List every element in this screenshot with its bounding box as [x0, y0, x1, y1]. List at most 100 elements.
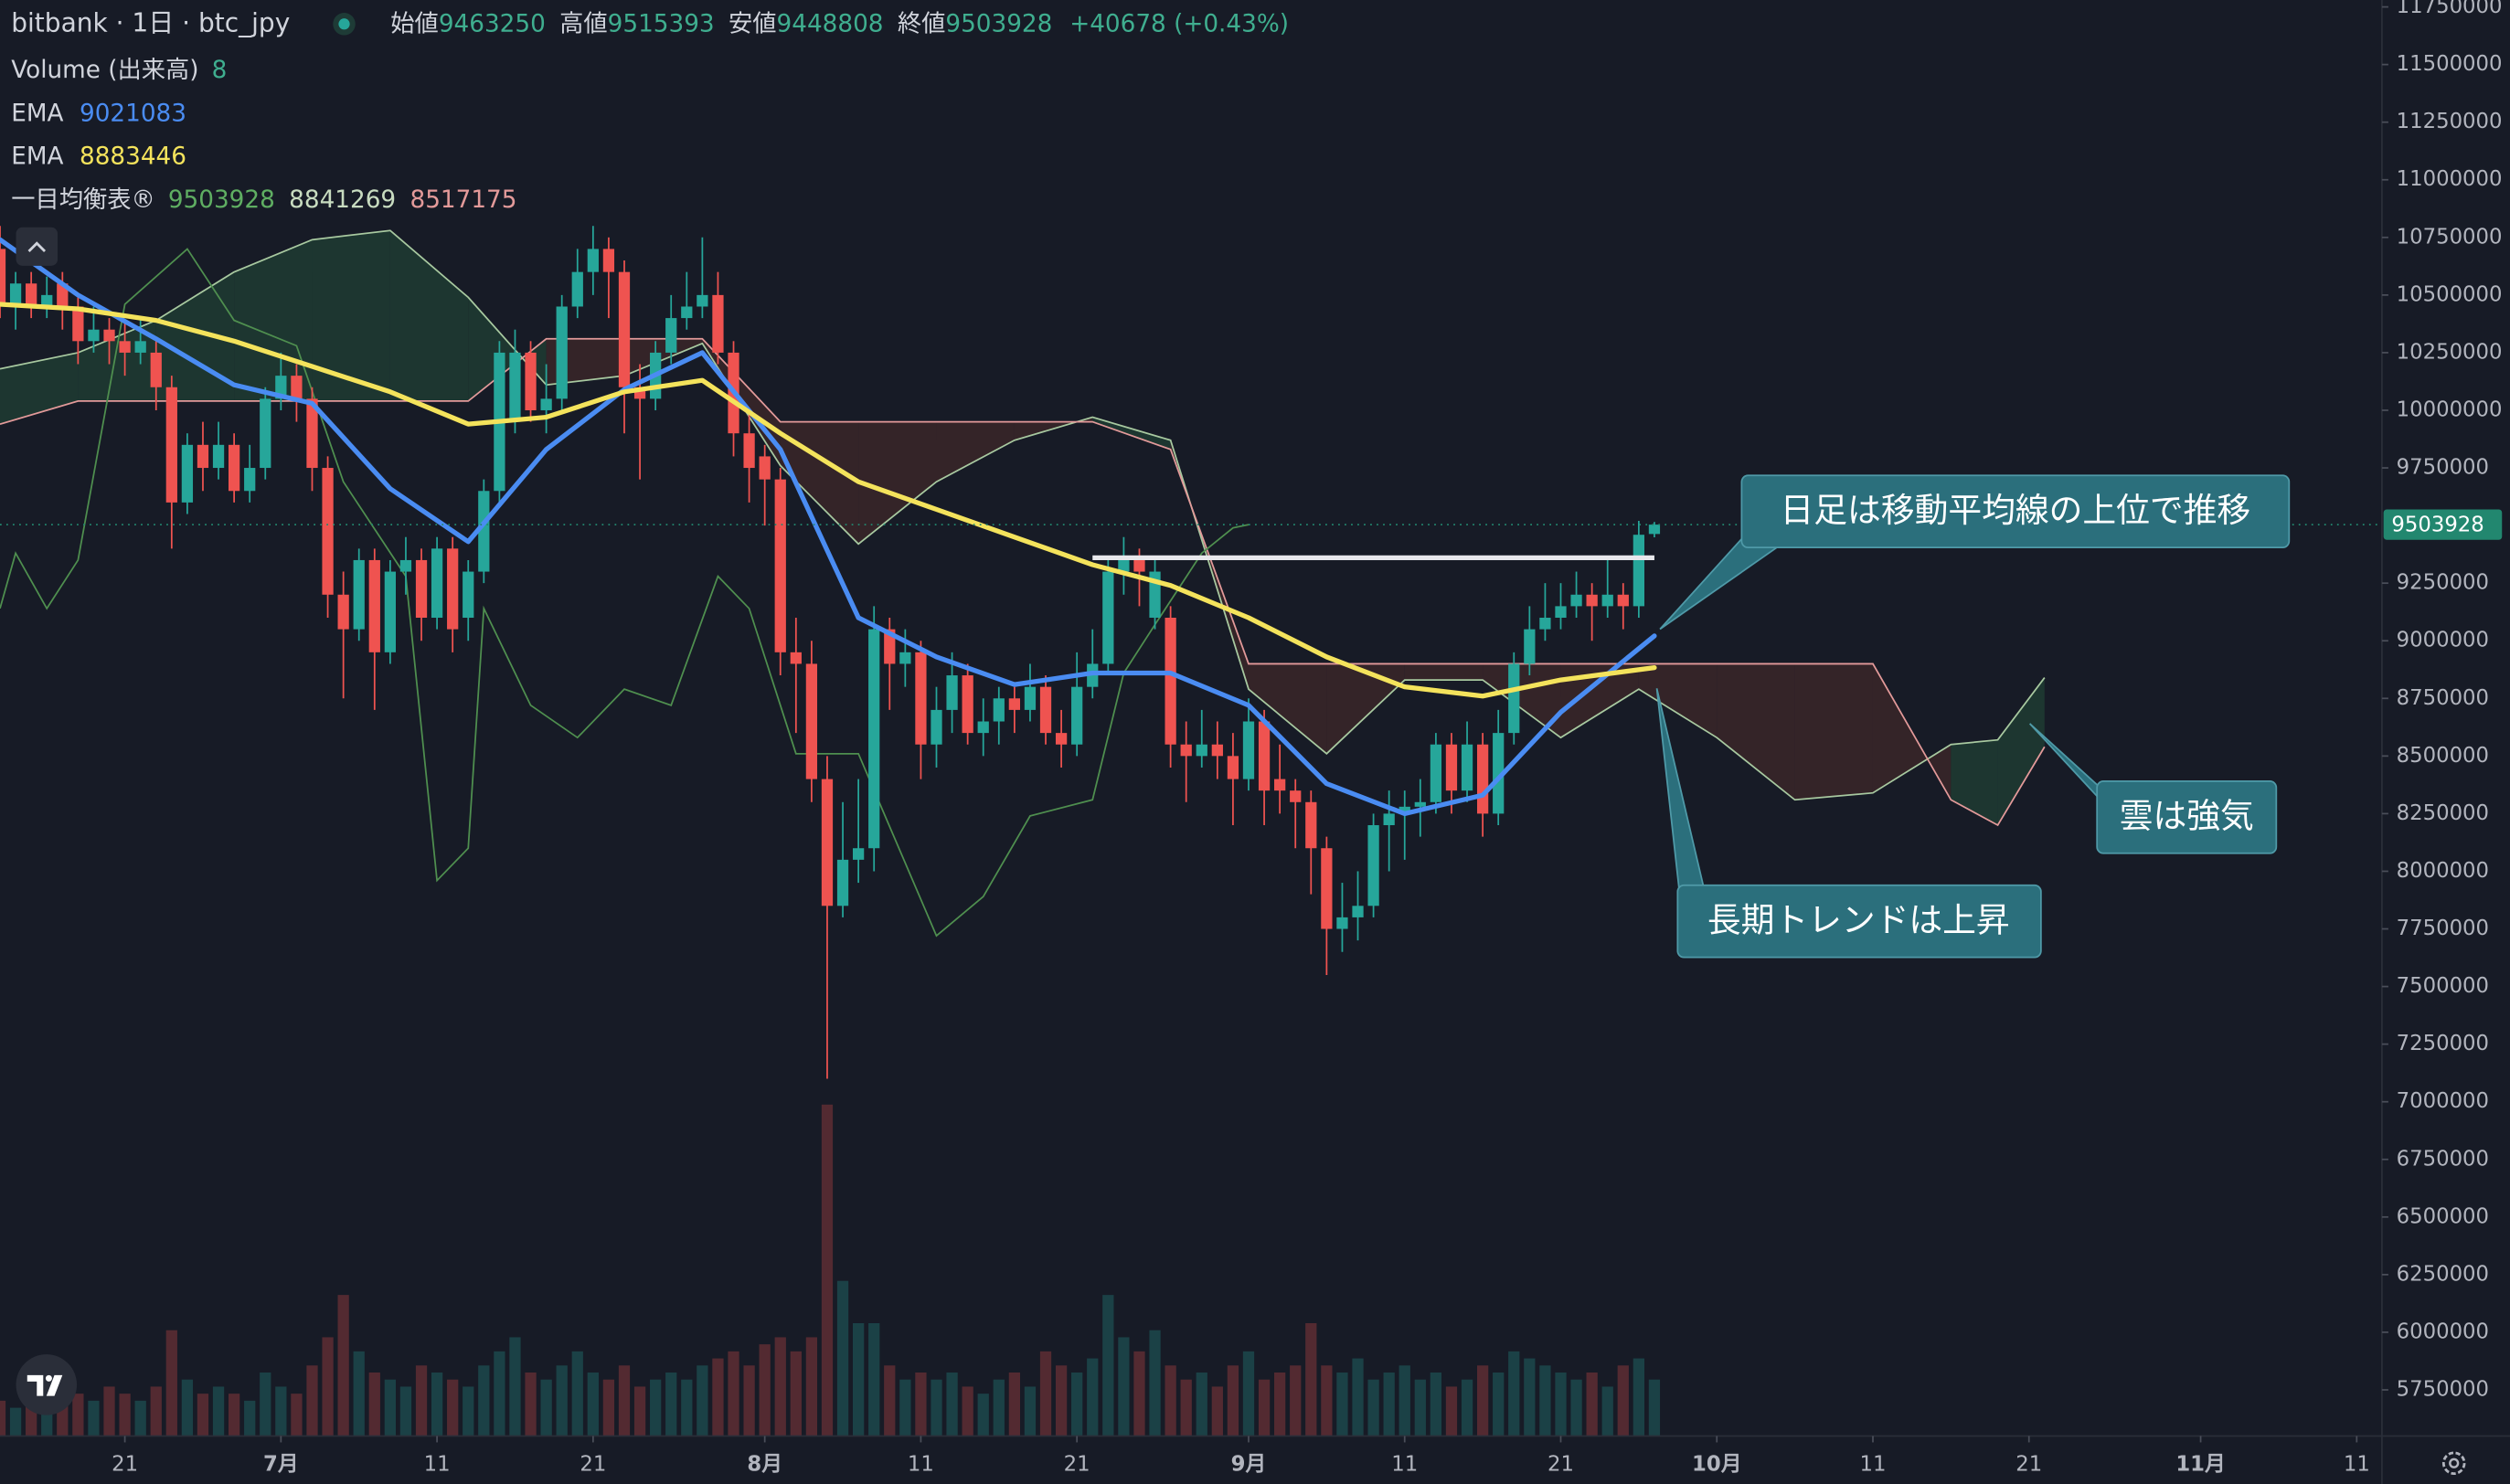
- volume-bar: [556, 1365, 568, 1436]
- candle-body: [1336, 917, 1348, 929]
- candle-body: [1601, 594, 1613, 607]
- symbol: bitbank · 1日 · btc_jpy: [11, 7, 290, 37]
- volume-bar: [1133, 1351, 1145, 1436]
- candle-body: [1399, 806, 1410, 814]
- candle-body: [1133, 559, 1145, 572]
- legend-label: 一目均衡表®: [11, 186, 155, 213]
- y-tick-label: 6750000: [2397, 1147, 2489, 1171]
- settings-button[interactable]: [2441, 1451, 2466, 1476]
- volume-bar: [212, 1386, 225, 1436]
- volume-bar: [1555, 1373, 1567, 1436]
- candle-body: [165, 387, 177, 503]
- candle-body: [540, 398, 552, 410]
- ohlc-value: 9515393: [608, 10, 715, 37]
- volume-bar: [697, 1365, 708, 1436]
- y-tick-label: 10750000: [2397, 225, 2503, 249]
- candle-body: [1180, 744, 1192, 757]
- ema-legend: EMA 8883446: [11, 143, 186, 170]
- volume-bar: [1305, 1322, 1317, 1436]
- candle-body: [103, 329, 115, 342]
- cloud-fill: [78, 320, 156, 401]
- candle-body: [743, 433, 755, 469]
- volume-bar: [72, 1394, 84, 1436]
- volume-bar: [1087, 1358, 1099, 1436]
- y-tick-label: 5750000: [2397, 1377, 2489, 1401]
- volume-bar: [1211, 1386, 1223, 1436]
- candle-body: [868, 629, 880, 849]
- y-tick-label: 6500000: [2397, 1204, 2489, 1228]
- button-bg[interactable]: [16, 227, 58, 266]
- candle-body: [1586, 594, 1598, 607]
- candle-body: [212, 444, 225, 469]
- volume-bar: [291, 1394, 303, 1436]
- volume-bar: [899, 1379, 911, 1436]
- x-tick-label: 21: [2015, 1452, 2042, 1476]
- volume-bar: [228, 1394, 240, 1436]
- candle-body: [915, 652, 927, 745]
- candle-body: [1211, 744, 1223, 757]
- volume-bar: [728, 1351, 739, 1436]
- legend-label: EMA: [11, 100, 63, 127]
- candle-body: [1242, 721, 1255, 779]
- candle-body: [478, 491, 490, 572]
- volume-bar: [1055, 1365, 1068, 1436]
- callout-box: [1676, 884, 2042, 959]
- candle-body: [0, 249, 6, 307]
- collapse-button[interactable]: [16, 227, 58, 266]
- volume-bar: [431, 1373, 443, 1436]
- candle-body: [306, 398, 318, 469]
- candle-body: [1383, 813, 1395, 826]
- volume-bar: [478, 1365, 490, 1436]
- candle-body: [197, 444, 209, 469]
- logo[interactable]: [16, 1354, 78, 1415]
- y-tick-label: 6000000: [2397, 1320, 2489, 1343]
- plot-area: [0, 226, 2382, 1436]
- y-tick-label: 11750000: [2397, 0, 2503, 18]
- y-tick-label: 8250000: [2397, 801, 2489, 825]
- volume-bar: [618, 1365, 631, 1436]
- volume-bar: [275, 1386, 287, 1436]
- candle-body: [415, 559, 428, 618]
- y-tick-label: 10250000: [2397, 340, 2503, 364]
- candle-body: [228, 444, 240, 492]
- y-tick-label: 7500000: [2397, 974, 2489, 998]
- cloud-fill: [1997, 677, 2045, 826]
- candle-body: [88, 329, 100, 342]
- candle-body: [134, 341, 146, 353]
- volume-bar: [1461, 1379, 1473, 1436]
- candle-body: [681, 306, 693, 319]
- cloud-fill: [936, 421, 1015, 482]
- volume-bar: [1321, 1365, 1333, 1436]
- ema-line: [0, 302, 1657, 699]
- volume-bar: [805, 1337, 818, 1436]
- volume-bar: [415, 1365, 428, 1436]
- volume-bar: [384, 1379, 397, 1436]
- candle-body: [993, 698, 1005, 722]
- candle-body: [1055, 733, 1068, 745]
- candle-body: [1321, 848, 1333, 929]
- logo-bg[interactable]: [16, 1354, 78, 1415]
- volume-bar: [915, 1373, 927, 1436]
- candle-body: [946, 675, 958, 710]
- ema-legend: EMA 9021083: [11, 100, 186, 127]
- gear-icon[interactable]: [2441, 1451, 2466, 1476]
- candle-body: [790, 652, 802, 664]
- volume-bar: [962, 1386, 973, 1436]
- volume-bar: [1601, 1386, 1613, 1436]
- candle-body: [181, 444, 194, 503]
- legend-label: Volume (出来高): [11, 57, 198, 84]
- volume-bar: [1648, 1379, 1661, 1436]
- volume-bar: [1617, 1365, 1629, 1436]
- volume-bar: [931, 1379, 942, 1436]
- candle-body: [1118, 559, 1130, 572]
- candle-body: [1414, 801, 1426, 807]
- volume-bar: [681, 1379, 693, 1436]
- candle-body: [1648, 525, 1661, 535]
- volume-bar: [1258, 1379, 1271, 1436]
- candle-body: [72, 306, 84, 342]
- candle-body: [384, 571, 397, 652]
- axes: 11750000 11500000 11250000 11000000 10750000…: [112, 0, 2502, 1476]
- volume-bar: [509, 1337, 521, 1436]
